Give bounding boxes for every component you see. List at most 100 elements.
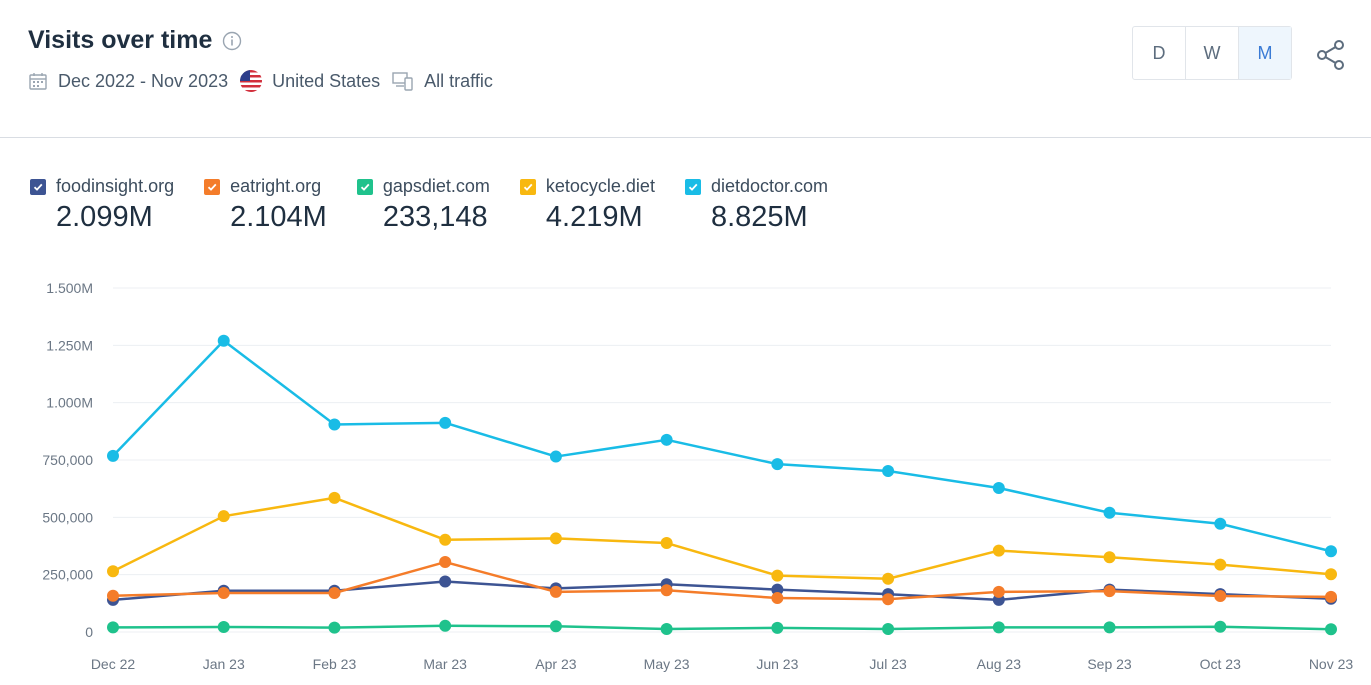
y-tick-label: 500,000 [42,509,93,525]
info-icon[interactable] [222,31,242,51]
data-point-ketocycle.diet [771,569,784,582]
traffic-type[interactable]: All traffic [424,70,493,91]
x-tick-label: Apr 23 [535,656,576,672]
x-tick-label: Feb 23 [313,656,357,672]
title-row: Visits over time [28,26,242,55]
data-point-foodinsight.org [439,575,452,588]
legend-item[interactable]: foodinsight.org 2.099M [30,176,174,234]
legend-item[interactable]: dietdoctor.com 8.825M [684,176,829,234]
x-tick-label: Jun 23 [756,656,798,672]
legend-item[interactable]: gapsdiet.com 233,148 [356,176,490,234]
data-point-foodinsight.org [771,583,784,596]
legend-label: gapsdiet.com [382,176,490,196]
data-point-eatright.org [882,593,895,606]
data-point-gapsdiet.com [660,623,673,636]
data-point-dietdoctor.com [439,416,452,429]
data-point-gapsdiet.com [328,621,341,634]
data-point-eatright.org [1214,589,1227,602]
data-point-eatright.org [217,587,230,600]
y-tick-label: 1.250M [46,337,93,353]
data-point-gapsdiet.com [1214,620,1227,633]
x-tick-label: Aug 23 [977,656,1022,672]
legend-total: 2.104M [230,201,327,233]
share-icon[interactable] [1314,38,1348,72]
x-tick-label: Oct 23 [1200,656,1241,672]
legend-item[interactable]: ketocycle.diet 4.219M [519,176,655,234]
line-chart: 0 250,000 500,000 750,000 1.000M 1.250M 1.500M… [42,280,1354,672]
date-range[interactable]: Dec 2022 - Nov 2023 [58,70,229,91]
data-point-dietdoctor.com [1325,545,1337,558]
legend-label: eatright.org [230,176,322,196]
data-point-ketocycle.diet [107,565,119,578]
data-point-gapsdiet.com [771,621,784,634]
data-point-dietdoctor.com [217,334,230,347]
data-point-dietdoctor.com [1103,506,1116,519]
header: Visits over time Dec 2022 - Nov 2023 [0,0,1371,138]
data-point-gapsdiet.com [217,620,230,633]
y-tick-label: 250,000 [42,567,93,583]
y-tick-label: 0 [85,624,93,640]
legend-label: foodinsight.org [56,176,175,196]
data-point-gapsdiet.com [992,621,1005,634]
us-flag-icon [240,70,263,92]
x-tick-label: Mar 23 [423,656,467,672]
legend-total: 233,148 [382,201,488,233]
data-point-eatright.org [549,585,562,598]
country[interactable]: United States [272,70,381,91]
data-point-gapsdiet.com [107,621,119,634]
x-tick-label: Nov 23 [1309,656,1354,672]
data-point-dietdoctor.com [660,433,673,446]
data-point-eatright.org [328,587,341,600]
granularity-week[interactable]: W [1186,27,1239,79]
series-line-eatright.org [112,560,1332,601]
checkbox-checked-icon[interactable] [30,178,46,195]
data-point-gapsdiet.com [1103,621,1116,634]
data-point-ketocycle.diet [660,537,673,550]
data-point-eatright.org [771,592,784,605]
meta-row: Dec 2022 - Nov 2023 United States All tr… [28,70,505,92]
x-tick-label: Jul 23 [869,656,907,672]
series-line-ketocycle.diet [112,496,1332,581]
data-point-ketocycle.diet [882,572,895,585]
data-point-gapsdiet.com [1325,623,1337,636]
data-point-ketocycle.diet [549,532,562,545]
page-title: Visits over time [28,26,213,54]
x-tick-label: Jan 23 [203,656,245,672]
data-point-gapsdiet.com [439,619,452,632]
data-point-eatright.org [660,584,673,597]
calendar-icon [28,71,48,91]
legend-total: 2.099M [56,201,153,233]
legend-total: 4.219M [545,201,643,233]
x-tick-label: May 23 [644,656,690,672]
data-point-ketocycle.diet [439,533,452,546]
data-point-gapsdiet.com [549,620,562,633]
granularity-day[interactable]: D [1133,27,1186,79]
granularity-month[interactable]: M [1239,27,1291,79]
series-line-dietdoctor.com [112,339,1332,553]
legend-total: 8.825M [710,201,808,233]
devices-icon [392,71,414,91]
data-point-eatright.org [1325,590,1337,603]
legend-item[interactable]: eatright.org 2.104M [204,176,327,234]
data-point-eatright.org [439,556,452,569]
x-tick-label: Sep 23 [1087,656,1132,672]
data-point-ketocycle.diet [1103,551,1116,564]
y-tick-label: 750,000 [42,452,93,468]
data-point-dietdoctor.com [992,481,1005,494]
data-point-dietdoctor.com [549,450,562,463]
data-point-ketocycle.diet [1214,558,1227,571]
legend-label: dietdoctor.com [710,176,829,196]
data-point-ketocycle.diet [992,544,1005,557]
legend: foodinsight.org 2.099M eatright.org 2.104M g… [30,176,858,234]
checkbox-checked-icon[interactable] [684,178,701,195]
y-tick-label: 1.500M [46,280,93,296]
checkbox-checked-icon[interactable] [519,178,536,195]
series-line-foodinsight.org [112,580,1332,602]
data-point-eatright.org [1103,585,1116,598]
data-point-dietdoctor.com [771,458,784,471]
x-tick-label: Dec 22 [91,656,136,672]
checkbox-checked-icon[interactable] [356,178,373,195]
checkbox-checked-icon[interactable] [204,178,221,195]
data-point-dietdoctor.com [107,449,119,462]
data-point-dietdoctor.com [328,418,341,431]
